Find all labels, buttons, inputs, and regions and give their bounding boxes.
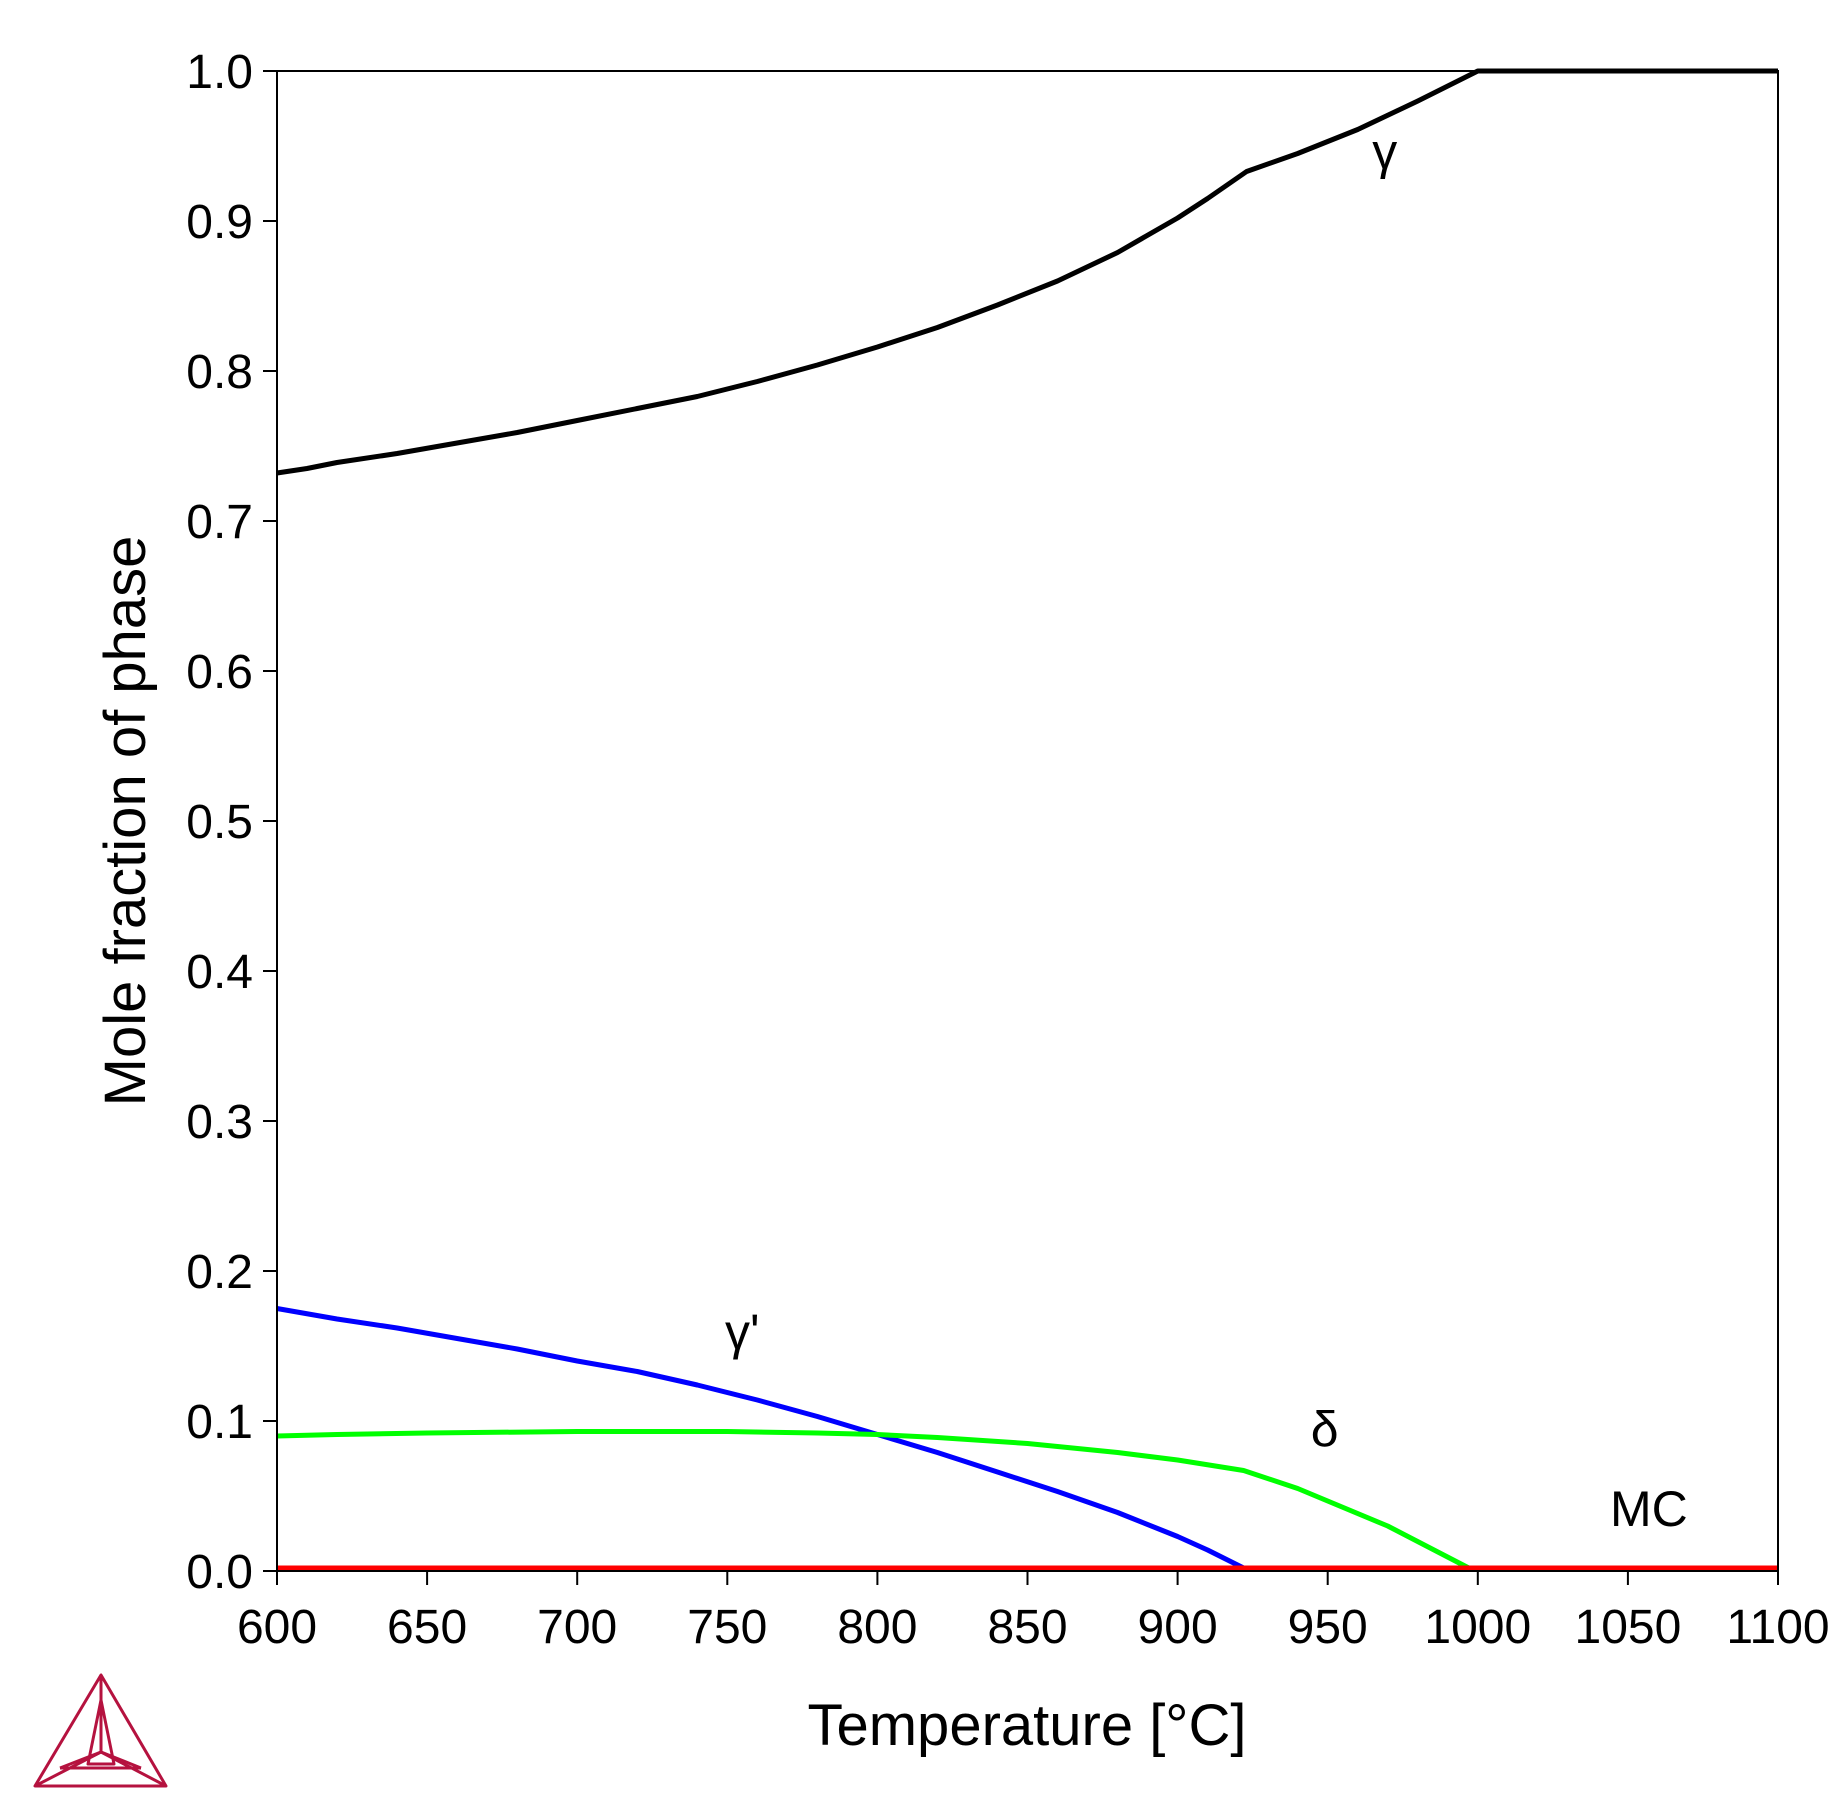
x-tick-label: 800 (837, 1601, 917, 1654)
series-line-1 (276, 68, 1778, 476)
x-tick-label: 1000 (1424, 1601, 1531, 1654)
x-tick-label: 750 (687, 1601, 767, 1654)
thermo-calc-logo (33, 1673, 168, 1788)
x-tick-label: 1100 (1726, 1601, 1829, 1654)
series-line-3 (276, 1429, 1470, 1571)
y-tick-label: 0.4 (186, 946, 253, 999)
x-tick-label: 700 (537, 1601, 617, 1654)
y-tick-label: 0.5 (186, 796, 253, 849)
tick-labels-layer: 600 650 700 750 800 850 900 950 1000 1050 1100 0.0 0… (186, 46, 1829, 1654)
series-line-2 (276, 1306, 1245, 1571)
series-label-1: γ (1372, 124, 1397, 180)
ticks-layer (263, 70, 1779, 1585)
series-layer (276, 68, 1778, 1571)
y-tick-label: 0.0 (186, 1546, 253, 1599)
series-label-4: MC (1610, 1481, 1688, 1537)
series-label-2: γ' (725, 1304, 760, 1360)
y-tick-label: 0.6 (186, 646, 253, 699)
series-label-3: δ (1311, 1402, 1339, 1458)
x-tick-label: 600 (237, 1601, 317, 1654)
y-tick-label: 0.8 (186, 346, 253, 399)
y-tick-label: 0.3 (186, 1096, 253, 1149)
y-tick-label: 1.0 (186, 46, 253, 99)
y-axis-title: Mole fraction of phase (93, 536, 158, 1107)
y-tick-label: 0.2 (186, 1246, 253, 1299)
y-tick-label: 0.9 (186, 196, 253, 249)
x-tick-label: 650 (387, 1601, 467, 1654)
x-tick-label: 950 (1288, 1601, 1368, 1654)
y-tick-label: 0.1 (186, 1396, 253, 1449)
y-tick-label: 0.7 (186, 496, 253, 549)
x-axis-title: Temperature [°C] (807, 1693, 1246, 1758)
series-labels-layer: γ γ' δ MC (725, 124, 1688, 1538)
x-tick-label: 900 (1138, 1601, 1218, 1654)
x-tick-label: 1050 (1575, 1601, 1682, 1654)
x-tick-label: 850 (987, 1601, 1067, 1654)
